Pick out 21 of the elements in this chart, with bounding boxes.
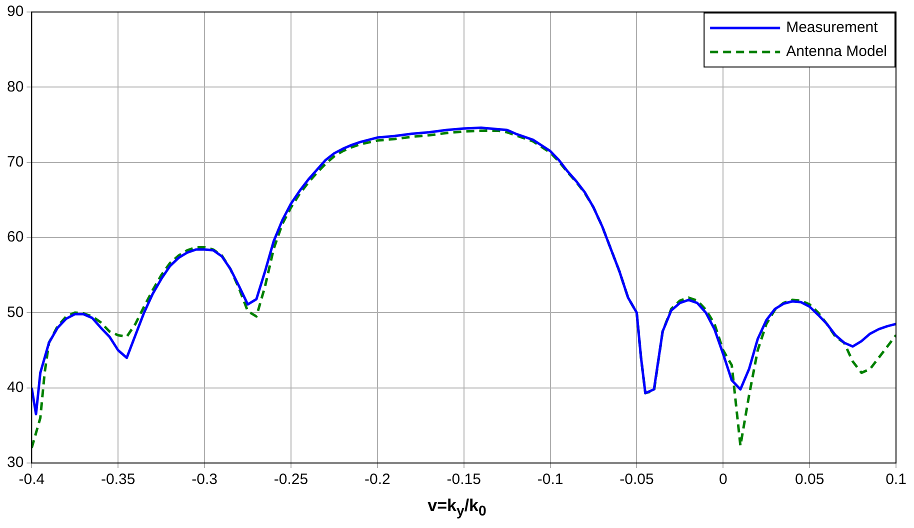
y-tick-label: 40 xyxy=(6,378,24,396)
y-tick-label: 80 xyxy=(6,78,24,96)
y-tick-label: 60 xyxy=(6,228,24,246)
legend-label: Antenna Model xyxy=(786,43,887,60)
y-tick-label: 70 xyxy=(6,153,24,170)
x-axis-title: v=k$_{y}$/k$_{0}$ xyxy=(426,496,488,520)
x-tick-label: 0 xyxy=(718,471,728,488)
x-tick-label: -0.05 xyxy=(620,471,654,488)
y-tick-label: 50 xyxy=(6,304,24,321)
x-tick-label: -0.4 xyxy=(18,471,45,488)
x-tick-label: -0.1 xyxy=(537,471,564,488)
x-tick-label: -0.35 xyxy=(101,471,136,488)
y-tick-label: 90 xyxy=(6,3,24,20)
legend-label: Measurement xyxy=(786,19,879,36)
x-tick-label: -0.25 xyxy=(274,471,308,488)
y-tick-label: 30 xyxy=(6,454,24,472)
x-tick-label: -0.2 xyxy=(364,471,390,488)
x-tick-label: 0.1 xyxy=(886,471,906,488)
x-tick-label: -0.15 xyxy=(446,471,481,488)
x-tick-label: 0.05 xyxy=(794,471,824,488)
x-tick-label: -0.3 xyxy=(192,471,218,488)
